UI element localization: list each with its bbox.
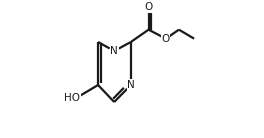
- Text: N: N: [110, 46, 118, 56]
- Text: O: O: [162, 34, 170, 44]
- Text: N: N: [127, 80, 135, 90]
- Text: O: O: [144, 2, 153, 12]
- Text: HO: HO: [64, 93, 80, 103]
